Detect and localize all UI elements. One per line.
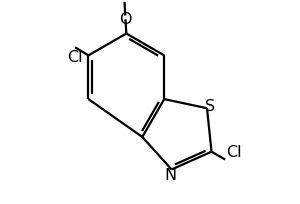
Text: O: O — [119, 12, 132, 27]
Text: Cl: Cl — [67, 50, 83, 65]
Text: S: S — [205, 98, 215, 113]
Text: Cl: Cl — [226, 144, 242, 159]
Text: N: N — [164, 167, 177, 182]
